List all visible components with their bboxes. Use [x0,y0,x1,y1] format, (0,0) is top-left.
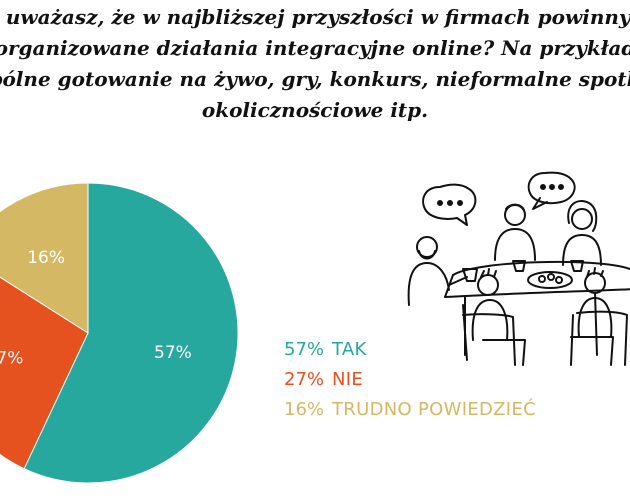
legend-item-trudno-powiedziec: 16% TRUDNO POWIEDZIEĆ [284,395,536,425]
question-line: Czy uważasz, że w najbliższej przyszłośc… [0,5,630,29]
legend-percent: 16% [284,399,325,420]
question-line: organizowane działania integracyjne onli… [0,36,630,60]
legend-label: NIE [332,369,364,390]
legend-item-tak: 57% TAK [284,335,536,365]
legend-label: TAK [332,339,367,360]
pie-slice-tak [23,182,239,484]
survey-question: Czy uważasz, że w najbliższej przyszłośc… [0,2,630,126]
pie-slice-trudno-powiedziec [0,182,89,334]
pie-label-nie: 27% [0,348,23,368]
pie-label-tak: 57% [154,343,192,363]
pie-slice-nie [0,276,89,470]
legend-label: TRUDNO POWIEDZIEĆ [332,399,536,420]
question-line: okolicznościowe itp. [201,98,429,122]
question-line: wspólne gotowanie na żywo, gry, konkurs,… [0,67,630,91]
chart-legend: 57% TAK 27% NIE 16% TRUDNO POWIEDZIEĆ [284,335,536,425]
legend-percent: 57% [284,339,325,360]
legend-percent: 27% [284,369,325,390]
pie-label-trudno-powiedziec: 16% [27,248,65,268]
team-meeting-table-icon [407,171,630,366]
legend-item-nie: 27% NIE [284,365,536,395]
